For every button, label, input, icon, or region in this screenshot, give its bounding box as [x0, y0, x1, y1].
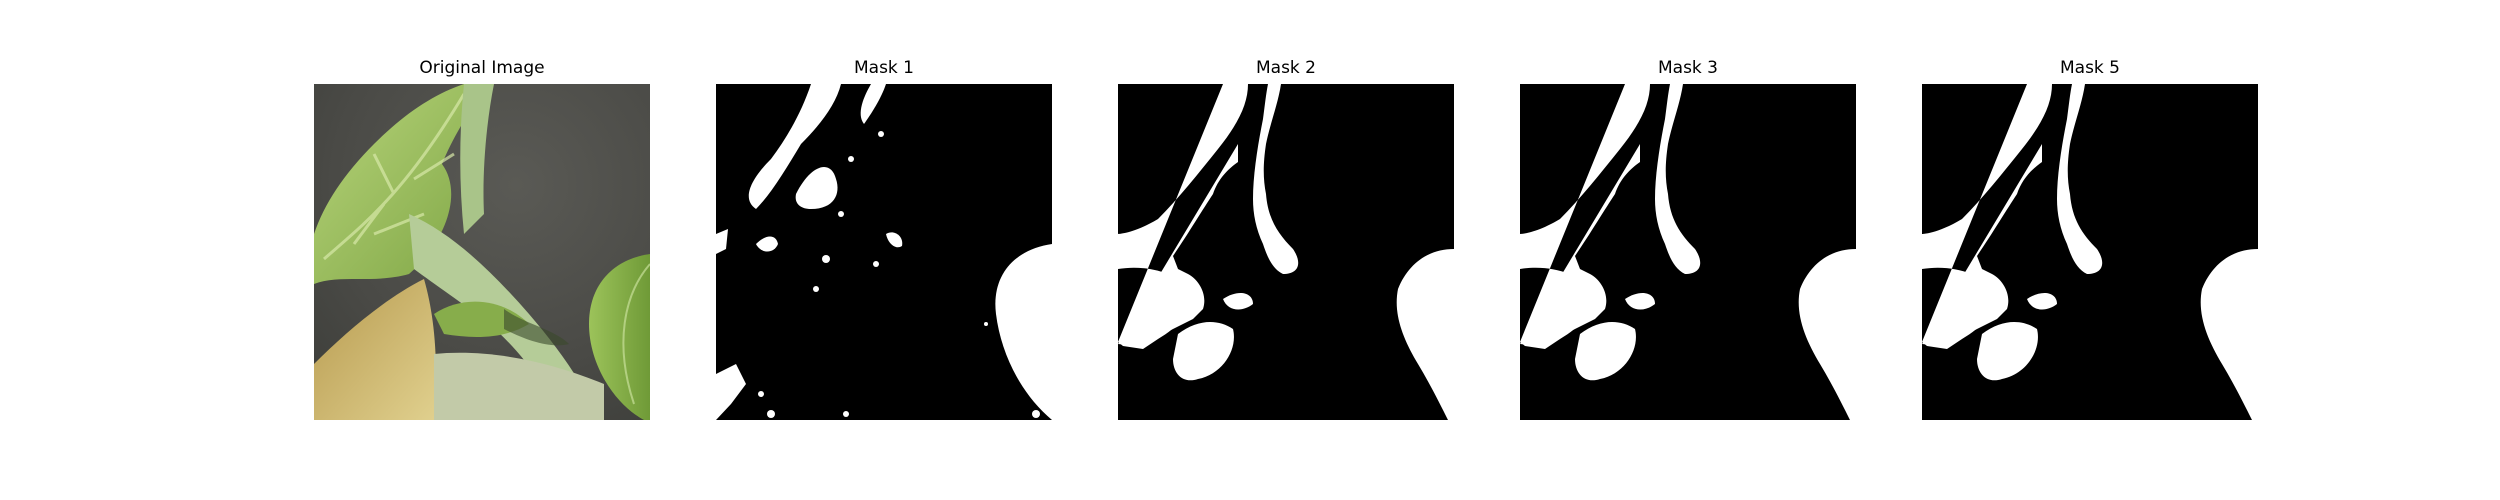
mask-1-image — [716, 84, 1052, 420]
mask-foreground — [716, 84, 1052, 420]
mask-foreground — [1118, 84, 1454, 420]
mask-foreground — [1520, 84, 1856, 420]
mask-2-image — [1118, 84, 1454, 420]
mask-5-image — [1922, 84, 2258, 420]
right-leaf-vein — [622, 263, 650, 405]
mask-3-image — [1520, 84, 1856, 420]
mask-foreground — [1922, 84, 2258, 420]
panel-title: Mask 5 — [2059, 58, 2120, 78]
lower-stem — [434, 352, 604, 420]
mask-background — [716, 84, 1052, 420]
panel-title: Mask 3 — [1657, 58, 1718, 78]
dry-leaf — [314, 279, 436, 420]
upper-leaf-veins — [323, 93, 466, 261]
right-leaf — [589, 254, 650, 420]
panel-title: Original Image — [419, 58, 545, 78]
original-plant-photo — [314, 84, 650, 420]
panel-title: Mask 2 — [1255, 58, 1316, 78]
shadow — [504, 309, 569, 346]
upper-stem — [460, 84, 494, 234]
panel-title: Mask 1 — [853, 58, 914, 78]
